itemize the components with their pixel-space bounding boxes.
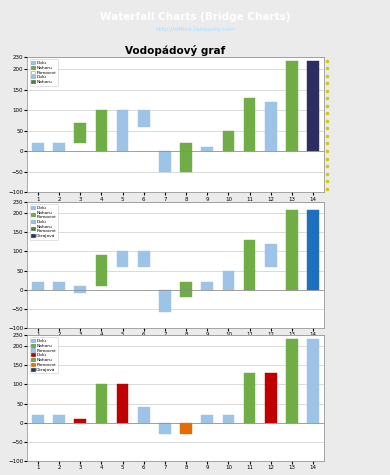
Bar	[53, 415, 65, 423]
Bar	[53, 282, 65, 290]
Bar	[244, 98, 255, 152]
Bar	[117, 110, 128, 152]
Bar	[32, 415, 44, 423]
Bar	[32, 282, 44, 290]
Bar	[202, 147, 213, 152]
Legend: Dolů, Nahoru, Pomocné, Dolů, Nahoru, Pomocné, Okrajová: Dolů, Nahoru, Pomocné, Dolů, Nahoru, Pom…	[30, 337, 58, 373]
Bar	[265, 102, 277, 152]
Legend: Dolů, Nahoru, Pomocné, Dolů, Nahoru: Dolů, Nahoru, Pomocné, Dolů, Nahoru	[30, 59, 58, 86]
Bar	[138, 408, 150, 423]
Bar	[244, 373, 255, 423]
Text: http://office.lanapoly.com: http://office.lanapoly.com	[155, 27, 235, 31]
Bar	[117, 384, 128, 423]
Bar	[74, 123, 86, 143]
Bar	[180, 282, 192, 297]
Bar	[307, 61, 319, 152]
Bar	[223, 415, 234, 423]
Bar	[202, 282, 213, 290]
Bar	[202, 415, 213, 423]
Bar	[159, 152, 171, 172]
Bar	[286, 209, 298, 290]
Bar	[53, 143, 65, 152]
Bar	[159, 423, 171, 434]
Bar	[265, 244, 277, 267]
Bar	[117, 251, 128, 267]
Bar	[180, 143, 192, 172]
Legend: Dolů, Nahoru
Pomocné, Dolů, Nahoru
Pomocné, Okrajová: Dolů, Nahoru Pomocné, Dolů, Nahoru Pomoc…	[30, 204, 58, 240]
Title: Vodopádový graf: Vodopádový graf	[125, 45, 226, 56]
Bar	[138, 251, 150, 267]
Bar	[223, 271, 234, 290]
Bar	[307, 339, 319, 423]
Bar	[286, 61, 298, 152]
Bar	[74, 419, 86, 423]
Bar	[244, 240, 255, 290]
Text: Waterfall Charts (Bridge Charts): Waterfall Charts (Bridge Charts)	[100, 12, 290, 22]
Bar	[32, 143, 44, 152]
Bar	[96, 255, 107, 286]
Bar	[74, 286, 86, 294]
Bar	[265, 373, 277, 423]
Bar	[96, 384, 107, 423]
Bar	[180, 423, 192, 434]
Bar	[223, 131, 234, 152]
Bar	[286, 339, 298, 423]
Bar	[159, 290, 171, 313]
Bar	[96, 110, 107, 152]
Bar	[138, 110, 150, 127]
Bar	[307, 209, 319, 290]
